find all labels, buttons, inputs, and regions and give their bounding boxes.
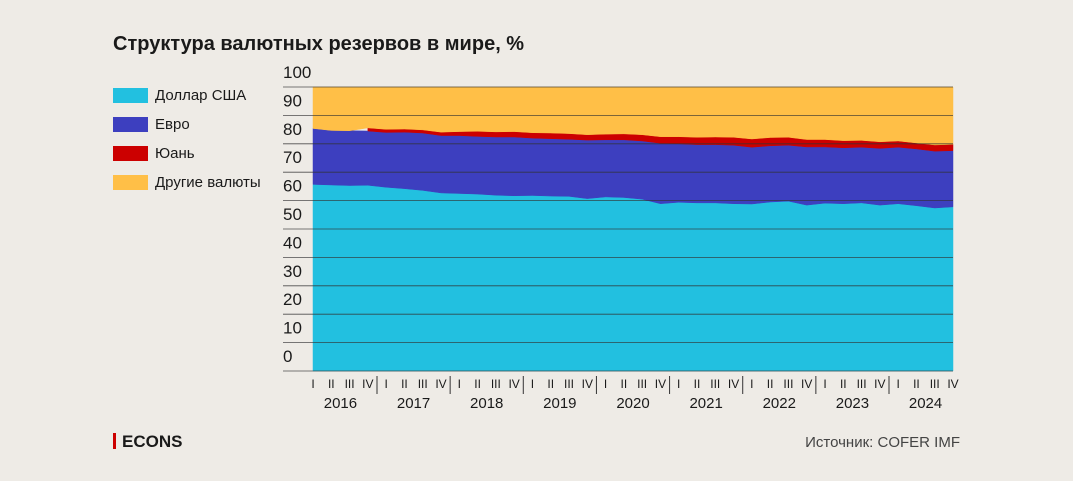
x-tick-label: IV xyxy=(874,377,885,391)
x-tick-label: II xyxy=(694,377,701,391)
x-tick-label: III xyxy=(857,377,867,391)
y-tick-label: 10 xyxy=(283,319,302,338)
legend-swatch xyxy=(113,117,148,132)
x-tick-label: III xyxy=(345,377,355,391)
year-label: 2016 xyxy=(324,395,357,412)
chart-title: Структура валютных резервов в мире, % xyxy=(113,33,524,55)
y-tick-label: 60 xyxy=(283,177,302,196)
x-tick-label: III xyxy=(783,377,793,391)
source: Источник: COFER IMF xyxy=(805,434,960,451)
x-tick-label: III xyxy=(637,377,647,391)
x-tick-label: IV xyxy=(947,377,958,391)
x-tick-label: IV xyxy=(362,377,373,391)
legend-label: Доллар США xyxy=(155,87,246,104)
year-label: 2021 xyxy=(689,395,722,412)
y-tick-label: 30 xyxy=(283,262,302,281)
x-tick-label: I xyxy=(604,377,607,391)
logo-bar xyxy=(113,433,116,449)
y-tick-label: 70 xyxy=(283,148,302,167)
legend-label: Юань xyxy=(155,145,195,162)
legend-label: Евро xyxy=(155,116,190,133)
x-tick-label: II xyxy=(767,377,774,391)
x-tick-label: II xyxy=(401,377,408,391)
x-tick-label: I xyxy=(823,377,826,391)
year-label: 2022 xyxy=(763,395,796,412)
y-tick-label: 20 xyxy=(283,290,302,309)
x-tick-label: IV xyxy=(508,377,519,391)
x-tick-label: IV xyxy=(435,377,446,391)
x-tick-label: I xyxy=(677,377,680,391)
y-tick-label: 90 xyxy=(283,91,302,110)
x-tick-label: III xyxy=(930,377,940,391)
x-tick-label: III xyxy=(710,377,720,391)
legend-swatch xyxy=(113,146,148,161)
x-tick-label: I xyxy=(531,377,534,391)
x-tick-label: II xyxy=(913,377,920,391)
x-tick-label: IV xyxy=(801,377,812,391)
x-tick-label: IV xyxy=(728,377,739,391)
year-label: 2019 xyxy=(543,395,576,412)
y-tick-label: 100 xyxy=(283,63,311,82)
legend-label: Другие валюты xyxy=(155,174,261,191)
x-tick-label: I xyxy=(311,377,314,391)
year-label: 2024 xyxy=(909,395,942,412)
x-tick-label: II xyxy=(474,377,481,391)
x-tick-label: I xyxy=(896,377,899,391)
legend-swatch xyxy=(113,175,148,190)
x-tick-label: II xyxy=(621,377,628,391)
x-tick-label: III xyxy=(418,377,428,391)
y-tick-label: 80 xyxy=(283,120,302,139)
year-label: 2017 xyxy=(397,395,430,412)
y-tick-label: 50 xyxy=(283,205,302,224)
year-label: 2020 xyxy=(616,395,649,412)
legend-swatch xyxy=(113,88,148,103)
x-tick-label: I xyxy=(384,377,387,391)
x-tick-label: I xyxy=(750,377,753,391)
x-tick-label: II xyxy=(547,377,554,391)
x-tick-label: IV xyxy=(582,377,593,391)
area xyxy=(312,184,954,372)
x-tick-label: III xyxy=(491,377,501,391)
x-tick-label: II xyxy=(840,377,847,391)
year-label: 2018 xyxy=(470,395,503,412)
x-tick-label: IV xyxy=(655,377,666,391)
x-tick-label: I xyxy=(458,377,461,391)
y-tick-label: 0 xyxy=(283,347,292,366)
y-tick-label: 40 xyxy=(283,233,302,252)
year-label: 2023 xyxy=(836,395,869,412)
logo: ECONS xyxy=(122,432,182,451)
x-tick-label: III xyxy=(564,377,574,391)
x-tick-label: II xyxy=(328,377,335,391)
